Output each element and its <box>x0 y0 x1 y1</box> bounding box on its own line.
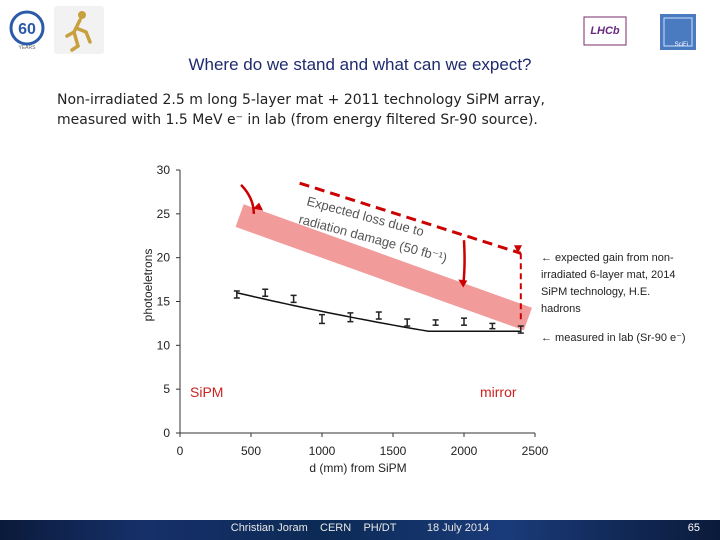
expected-dashed-line <box>299 181 522 255</box>
expected-gain-line-3: SiPM technology, H.E. <box>541 286 650 298</box>
footer-dept: PH/DT <box>363 522 397 534</box>
x-tick-label: 0 <box>177 444 184 458</box>
measured-point <box>489 322 496 330</box>
lhcb-logo: LHCb <box>583 16 627 46</box>
runner-icon <box>65 11 92 52</box>
x-tick-label: 1000 <box>309 444 336 458</box>
measured-point <box>461 317 467 326</box>
chart-axes: 0 5 10 15 20 25 30 0 500 1000 1500 2000 2500 <box>157 163 549 458</box>
expected-gain-line-4: hadrons <box>541 303 581 315</box>
measured-point <box>290 294 297 304</box>
measured-points-layer <box>233 288 524 334</box>
measured-point <box>404 318 411 327</box>
svg-text:60: 60 <box>18 21 36 38</box>
expected-gain-annotation: ← expected gain from non- irradiated 6-l… <box>541 252 676 315</box>
measured-point <box>319 313 325 325</box>
slide-subtitle: Non-irradiated 2.5 m long 5-layer mat + … <box>57 90 577 130</box>
y-tick-label: 30 <box>157 163 171 177</box>
footer-text: Christian Joram CERN PH/DT 18 July 2014 <box>0 522 720 534</box>
expected-loss-band-layer <box>235 204 532 331</box>
runner-logo <box>54 6 104 54</box>
measured-point <box>375 311 382 320</box>
subtitle-line-2: measured with 1.5 MeV e⁻ in lab (from en… <box>57 112 538 128</box>
sipm-label: SiPM <box>190 384 223 400</box>
y-tick-label: 5 <box>163 382 170 396</box>
y-tick-label: 25 <box>157 207 171 221</box>
measured-trend-line <box>236 292 521 333</box>
page-number: 65 <box>687 522 700 534</box>
sixty-years-logo: 60 YEARS <box>9 10 45 51</box>
gain-arrowhead <box>513 245 522 254</box>
measured-point <box>262 288 269 297</box>
subtitle-line-1: Non-irradiated 2.5 m long 5-layer mat + … <box>57 92 546 108</box>
slide-title: Where do we stand and what can we expect… <box>188 55 532 74</box>
measured-point <box>347 312 354 323</box>
x-tick-label: 2500 <box>522 444 549 458</box>
y-tick-label: 15 <box>157 295 171 309</box>
measured-point <box>432 319 439 326</box>
y-axis-label: photoeletrons <box>141 249 155 322</box>
x-tick-label: 1500 <box>380 444 407 458</box>
right-loss-arrowhead <box>458 279 468 288</box>
svg-text:LHCb: LHCb <box>590 25 620 37</box>
svg-text:YEARS: YEARS <box>19 45 37 51</box>
measured-annotation: ← measured in lab (Sr-90 e⁻) <box>541 332 686 344</box>
mirror-label: mirror <box>480 384 517 400</box>
footer-date: 18 July 2014 <box>426 522 490 534</box>
measured-point <box>517 325 524 334</box>
expected-gain-line-1: ← expected gain from non- <box>541 252 674 264</box>
footer-author: Christian Joram <box>230 522 308 534</box>
x-axis-label: d (mm) from SiPM <box>309 461 406 475</box>
y-tick-label: 10 <box>157 338 171 352</box>
footer-band <box>0 520 720 540</box>
left-loss-arrow <box>240 184 256 214</box>
expected-loss-band <box>235 204 532 331</box>
y-tick-label: 0 <box>163 426 170 440</box>
x-tick-label: 2000 <box>451 444 478 458</box>
y-tick-label: 20 <box>157 251 171 265</box>
right-loss-arrow <box>462 240 466 285</box>
expected-dashed-layer <box>240 181 522 320</box>
footer-org: CERN <box>320 522 352 534</box>
svg-text:SciFi: SciFi <box>675 42 688 48</box>
left-loss-arrowhead <box>253 202 264 211</box>
measured-point <box>233 290 240 299</box>
square-logo: SciFi <box>660 14 696 50</box>
x-tick-label: 500 <box>241 444 261 458</box>
expected-gain-line-2: irradiated 6-layer mat, 2014 <box>541 269 676 281</box>
